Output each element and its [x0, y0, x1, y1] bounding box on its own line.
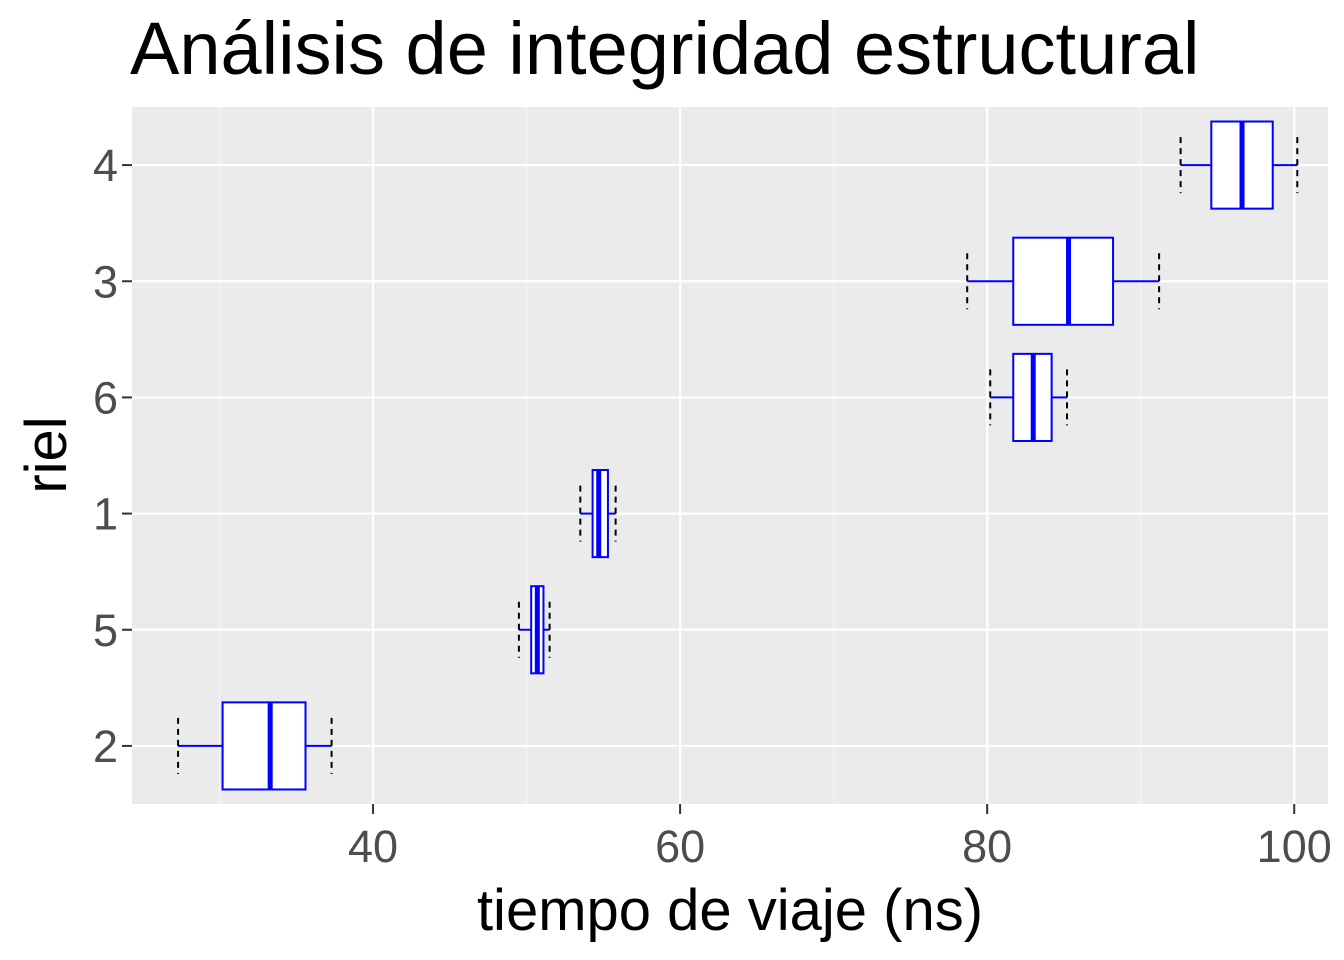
y-tick-label: 4 [93, 140, 118, 191]
box-rect [221, 701, 307, 791]
y-tick-label: 6 [93, 372, 118, 423]
y-tick-label: 2 [93, 721, 118, 772]
box-6 [989, 352, 1068, 442]
x-axis-label: tiempo de viaje (ns) [477, 878, 983, 943]
y-tick-label: 5 [93, 605, 118, 656]
chart-title: Análisis de integridad estructural [130, 7, 1199, 90]
y-tick-label: 3 [93, 256, 118, 307]
plot-panel [132, 107, 1328, 804]
y-tick-label: 1 [93, 489, 118, 540]
x-tick-label: 80 [962, 821, 1012, 872]
minor-gridlines [218, 107, 1142, 804]
box-4 [1179, 120, 1299, 210]
box-rect [1012, 236, 1115, 326]
x-axis: 40 60 80 100 [348, 804, 1332, 872]
box-5 [517, 585, 551, 675]
box-2 [177, 701, 333, 791]
y-axis-label: riel [14, 416, 79, 493]
x-tick-label: 100 [1257, 821, 1332, 872]
box-1 [579, 469, 617, 559]
box-series [177, 120, 1299, 791]
box-3 [966, 236, 1161, 326]
y-axis: 2 5 1 6 3 4 [93, 140, 132, 772]
x-tick-label: 40 [348, 821, 398, 872]
x-tick-label: 60 [655, 821, 705, 872]
